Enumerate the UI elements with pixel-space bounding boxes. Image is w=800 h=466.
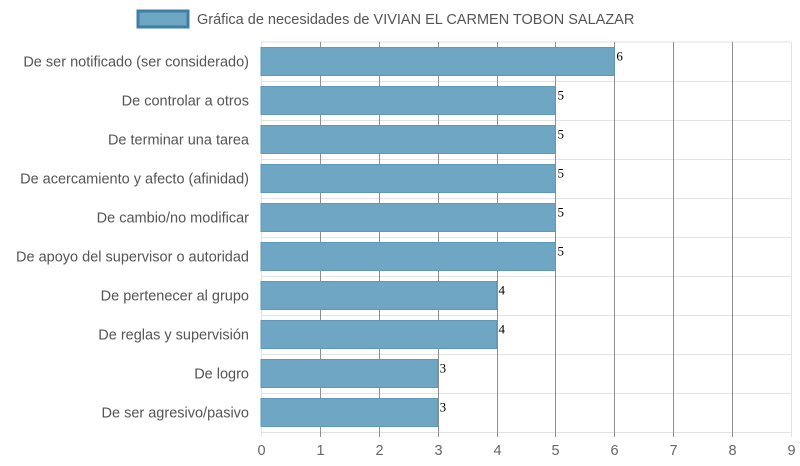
- bar-de-apoyo-del-supervisor-o-autoridad[interactable]: [260, 242, 556, 271]
- x-tick-label-5: 5: [551, 443, 559, 459]
- bar-de-reglas-y-supervision[interactable]: [260, 320, 498, 349]
- value-label-de-acercamiento-y-afecto-afinidad: 5: [557, 166, 564, 181]
- x-tick-label-3: 3: [434, 443, 442, 459]
- value-label-de-pertenecer-al-grupo: 4: [499, 283, 506, 298]
- chart-axis-labels: 0 1 2 3 4 5 6 7 8 9 De ser notificado (ser conside…: [16, 55, 795, 460]
- x-tick-label-4: 4: [493, 443, 501, 459]
- category-label-de-terminar-una-tarea: De terminar una tarea: [108, 133, 250, 149]
- category-label-de-logro: De logro: [194, 367, 249, 383]
- x-tick-label-9: 9: [787, 443, 795, 459]
- value-label-de-logro: 3: [440, 361, 447, 376]
- value-label-de-cambio-no-modificar: 5: [557, 205, 564, 220]
- category-label-de-cambio-no-modificar: De cambio/no modificar: [97, 211, 249, 227]
- category-label-de-acercamiento-y-afecto-afinidad: De acercamiento y afecto (afinidad): [20, 172, 249, 188]
- x-tick-label-8: 8: [728, 443, 736, 459]
- x-tick-label-0: 0: [257, 443, 265, 459]
- x-tick-label-2: 2: [375, 443, 383, 459]
- x-tick-label-1: 1: [316, 443, 324, 459]
- bar-de-acercamiento-y-afecto-afinidad[interactable]: [260, 164, 556, 193]
- category-label-de-controlar-a-otros: De controlar a otros: [122, 94, 249, 110]
- bar-de-pertenecer-al-grupo[interactable]: [260, 281, 498, 310]
- value-label-de-apoyo-del-supervisor-o-autoridad: 5: [557, 244, 564, 259]
- x-tick-label-6: 6: [610, 443, 618, 459]
- chart-value-labels: 6 5 5 5 5 5 4 4 3 3: [440, 49, 624, 415]
- legend-swatch[interactable]: [136, 9, 190, 29]
- category-label-de-ser-notificado-ser-considerado: De ser notificado (ser considerado): [23, 55, 249, 71]
- x-tick-label-7: 7: [669, 443, 677, 459]
- chart-bars: [260, 47, 615, 427]
- value-label-de-reglas-y-supervision: 4: [499, 322, 506, 337]
- legend[interactable]: Gráfica de necesidades de VIVIAN EL CARM…: [136, 9, 634, 29]
- category-label-de-ser-agresivo-pasivo: De ser agresivo/pasivo: [102, 406, 250, 422]
- category-label-de-reglas-y-supervision: De reglas y supervisión: [98, 328, 249, 344]
- value-label-de-controlar-a-otros: 5: [557, 88, 564, 103]
- legend-label[interactable]: Gráfica de necesidades de VIVIAN EL CARM…: [197, 12, 634, 28]
- value-label-de-ser-agresivo-pasivo: 3: [440, 400, 447, 415]
- bar-de-ser-agresivo-pasivo[interactable]: [260, 398, 439, 427]
- category-label-de-apoyo-del-supervisor-o-autoridad: De apoyo del supervisor o autoridad: [16, 250, 249, 266]
- category-label-de-pertenecer-al-grupo: De pertenecer al grupo: [101, 289, 249, 305]
- bar-de-logro[interactable]: [260, 359, 439, 388]
- value-label-de-ser-notificado-ser-considerado: 6: [616, 49, 623, 64]
- bar-de-ser-notificado-ser-considerado[interactable]: [260, 47, 615, 76]
- value-label-de-terminar-una-tarea: 5: [557, 127, 564, 142]
- bar-de-controlar-a-otros[interactable]: [260, 86, 556, 115]
- bar-de-cambio-no-modificar[interactable]: [260, 203, 556, 232]
- bar-de-terminar-una-tarea[interactable]: [260, 125, 556, 154]
